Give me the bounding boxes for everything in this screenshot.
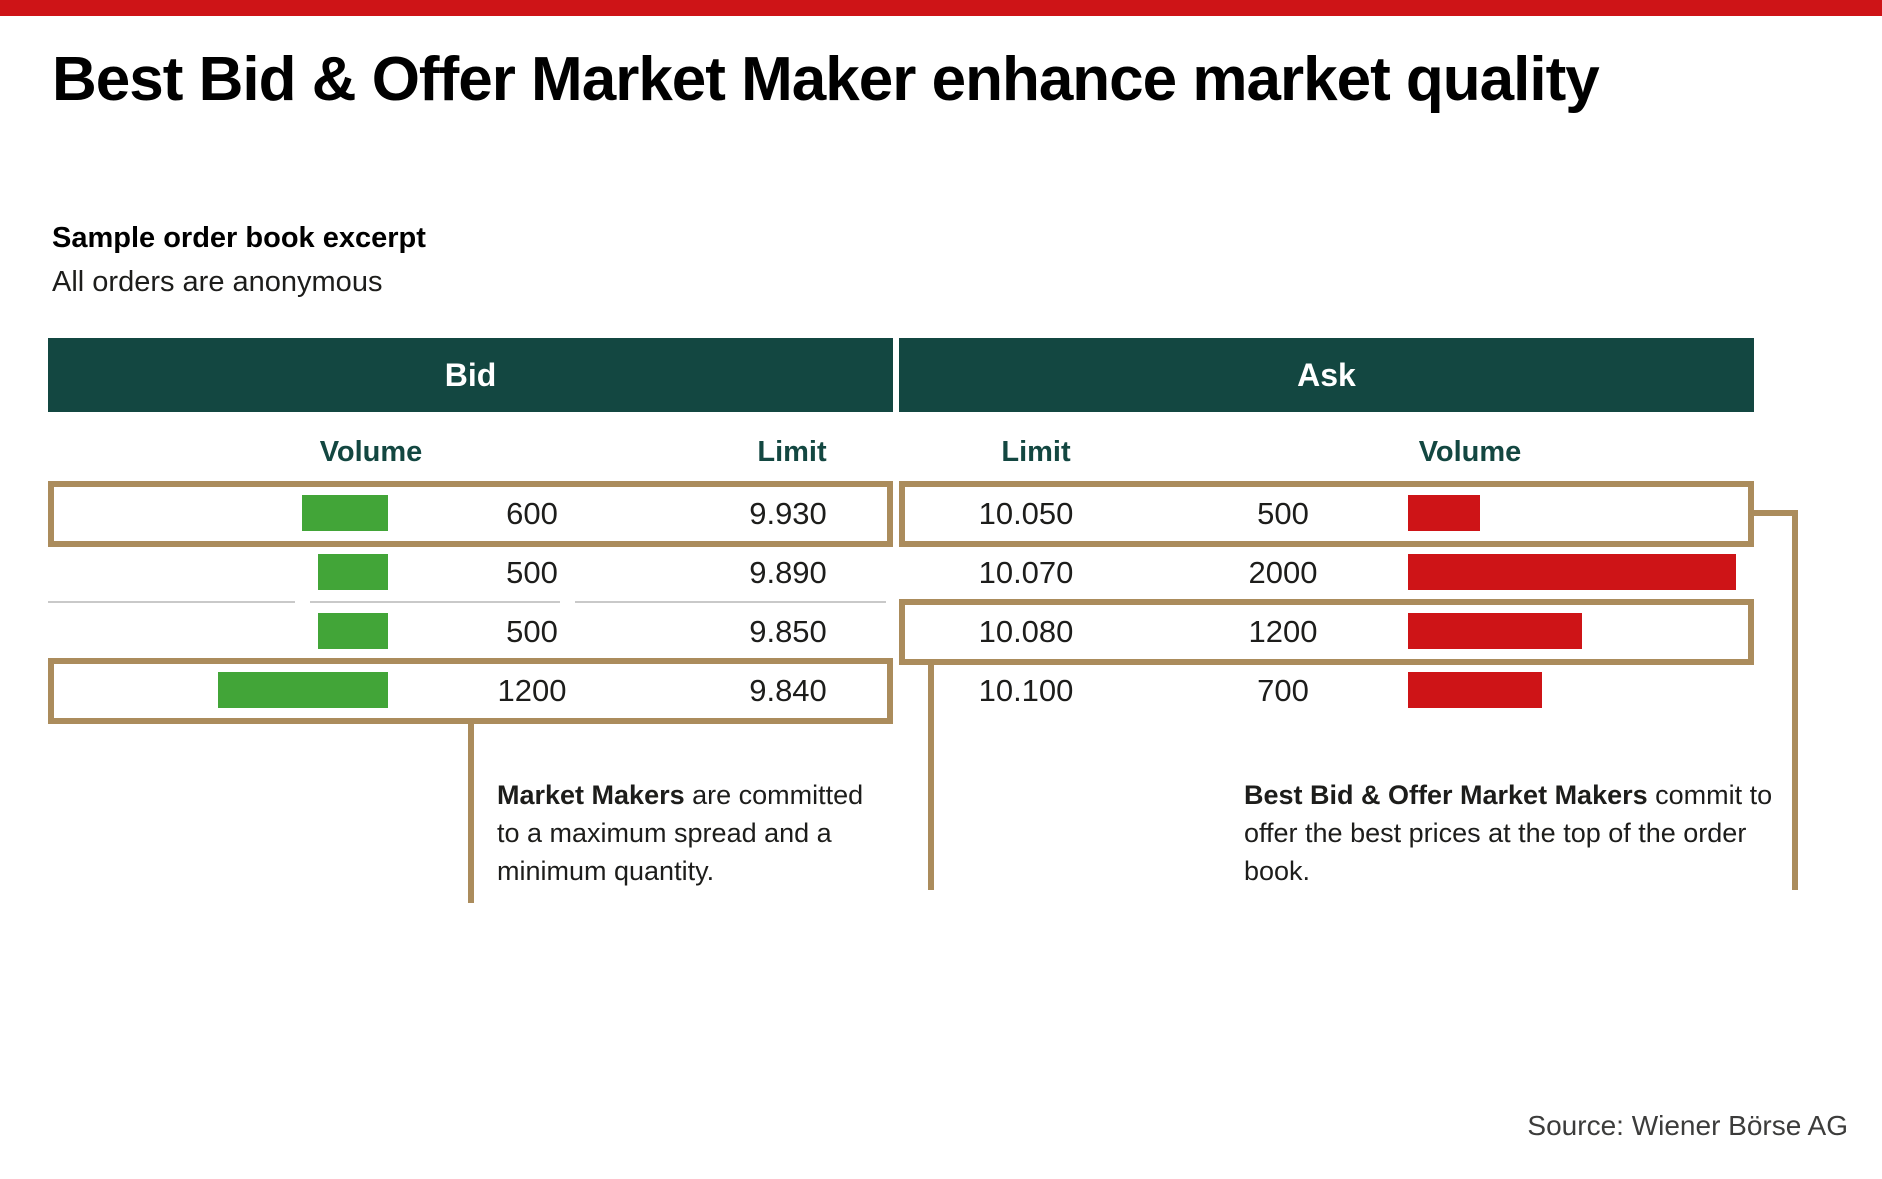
bbo-annotation-text: commit to offer the best prices at the t… bbox=[1244, 780, 1773, 886]
connector-line-right-vertical bbox=[1792, 510, 1798, 890]
highlight-box-ask-mm bbox=[899, 599, 1754, 665]
ask-volume-header: Volume bbox=[1418, 436, 1522, 468]
row-separator bbox=[310, 601, 560, 603]
source-credit: Source: Wiener Börse AG bbox=[1527, 1110, 1848, 1141]
ask-volume-bar-row3 bbox=[1408, 613, 1582, 649]
bid-limit-value: 9.890 bbox=[749, 555, 827, 590]
ask-limit-value: 10.050 bbox=[978, 496, 1074, 531]
bid-volume-bar-row2 bbox=[318, 554, 388, 590]
section-subheading: All orders are anonymous bbox=[52, 266, 383, 298]
page-title: Best Bid & Offer Market Maker enhance ma… bbox=[52, 45, 1600, 114]
ask-volume-bar-row2 bbox=[1408, 554, 1736, 590]
bid-volume-bar-row1 bbox=[302, 495, 388, 531]
bbo-annotation: Best Bid & Offer Market Makers commit to… bbox=[1244, 776, 1804, 890]
ask-limit-value: 10.100 bbox=[978, 673, 1074, 708]
ask-limit-value: 10.080 bbox=[978, 614, 1074, 649]
row-separator bbox=[48, 601, 295, 603]
bbo-annotation-bold: Best Bid & Offer Market Makers bbox=[1244, 780, 1648, 810]
ask-volume-value: 700 bbox=[1257, 673, 1309, 708]
ask-column-group-header: Ask bbox=[899, 338, 1754, 412]
ask-volume-value: 2000 bbox=[1248, 555, 1318, 590]
bid-volume-bar-row4 bbox=[218, 672, 388, 708]
section-heading: Sample order book excerpt bbox=[52, 222, 426, 254]
bid-volume-value: 600 bbox=[506, 496, 558, 531]
market-makers-annotation-bold: Market Makers bbox=[497, 780, 685, 810]
ask-volume-bar-row4 bbox=[1408, 672, 1542, 708]
bid-limit-value: 9.930 bbox=[749, 496, 827, 531]
market-makers-annotation-text: are committed to a maximum spread and a … bbox=[497, 780, 864, 886]
highlight-box-ask-best bbox=[899, 481, 1754, 547]
highlight-box-bid-mm bbox=[48, 658, 893, 724]
market-makers-annotation: Market Makers are committed to a maximum… bbox=[497, 776, 869, 890]
connector-line-bid-annotation bbox=[468, 723, 474, 903]
bid-volume-header: Volume bbox=[319, 436, 423, 468]
ask-limit-header: Limit bbox=[1001, 436, 1071, 468]
bid-limit-header: Limit bbox=[757, 436, 827, 468]
bid-volume-value: 500 bbox=[506, 555, 558, 590]
bid-limit-value: 9.850 bbox=[749, 614, 827, 649]
top-accent-bar bbox=[0, 0, 1882, 16]
bid-volume-bar-row3 bbox=[318, 613, 388, 649]
row-separator bbox=[575, 601, 886, 603]
bid-volume-value: 1200 bbox=[497, 673, 567, 708]
bid-limit-value: 9.840 bbox=[749, 673, 827, 708]
ask-limit-value: 10.070 bbox=[978, 555, 1074, 590]
bid-volume-value: 500 bbox=[506, 614, 558, 649]
ask-volume-bar-row1 bbox=[1408, 495, 1480, 531]
connector-elbow-horizontal bbox=[1753, 510, 1798, 516]
ask-volume-value: 500 bbox=[1257, 496, 1309, 531]
highlight-box-bid-best bbox=[48, 481, 893, 547]
ask-volume-value: 1200 bbox=[1248, 614, 1318, 649]
connector-line-ask-annotation bbox=[928, 664, 934, 890]
bid-column-group-header: Bid bbox=[48, 338, 893, 412]
